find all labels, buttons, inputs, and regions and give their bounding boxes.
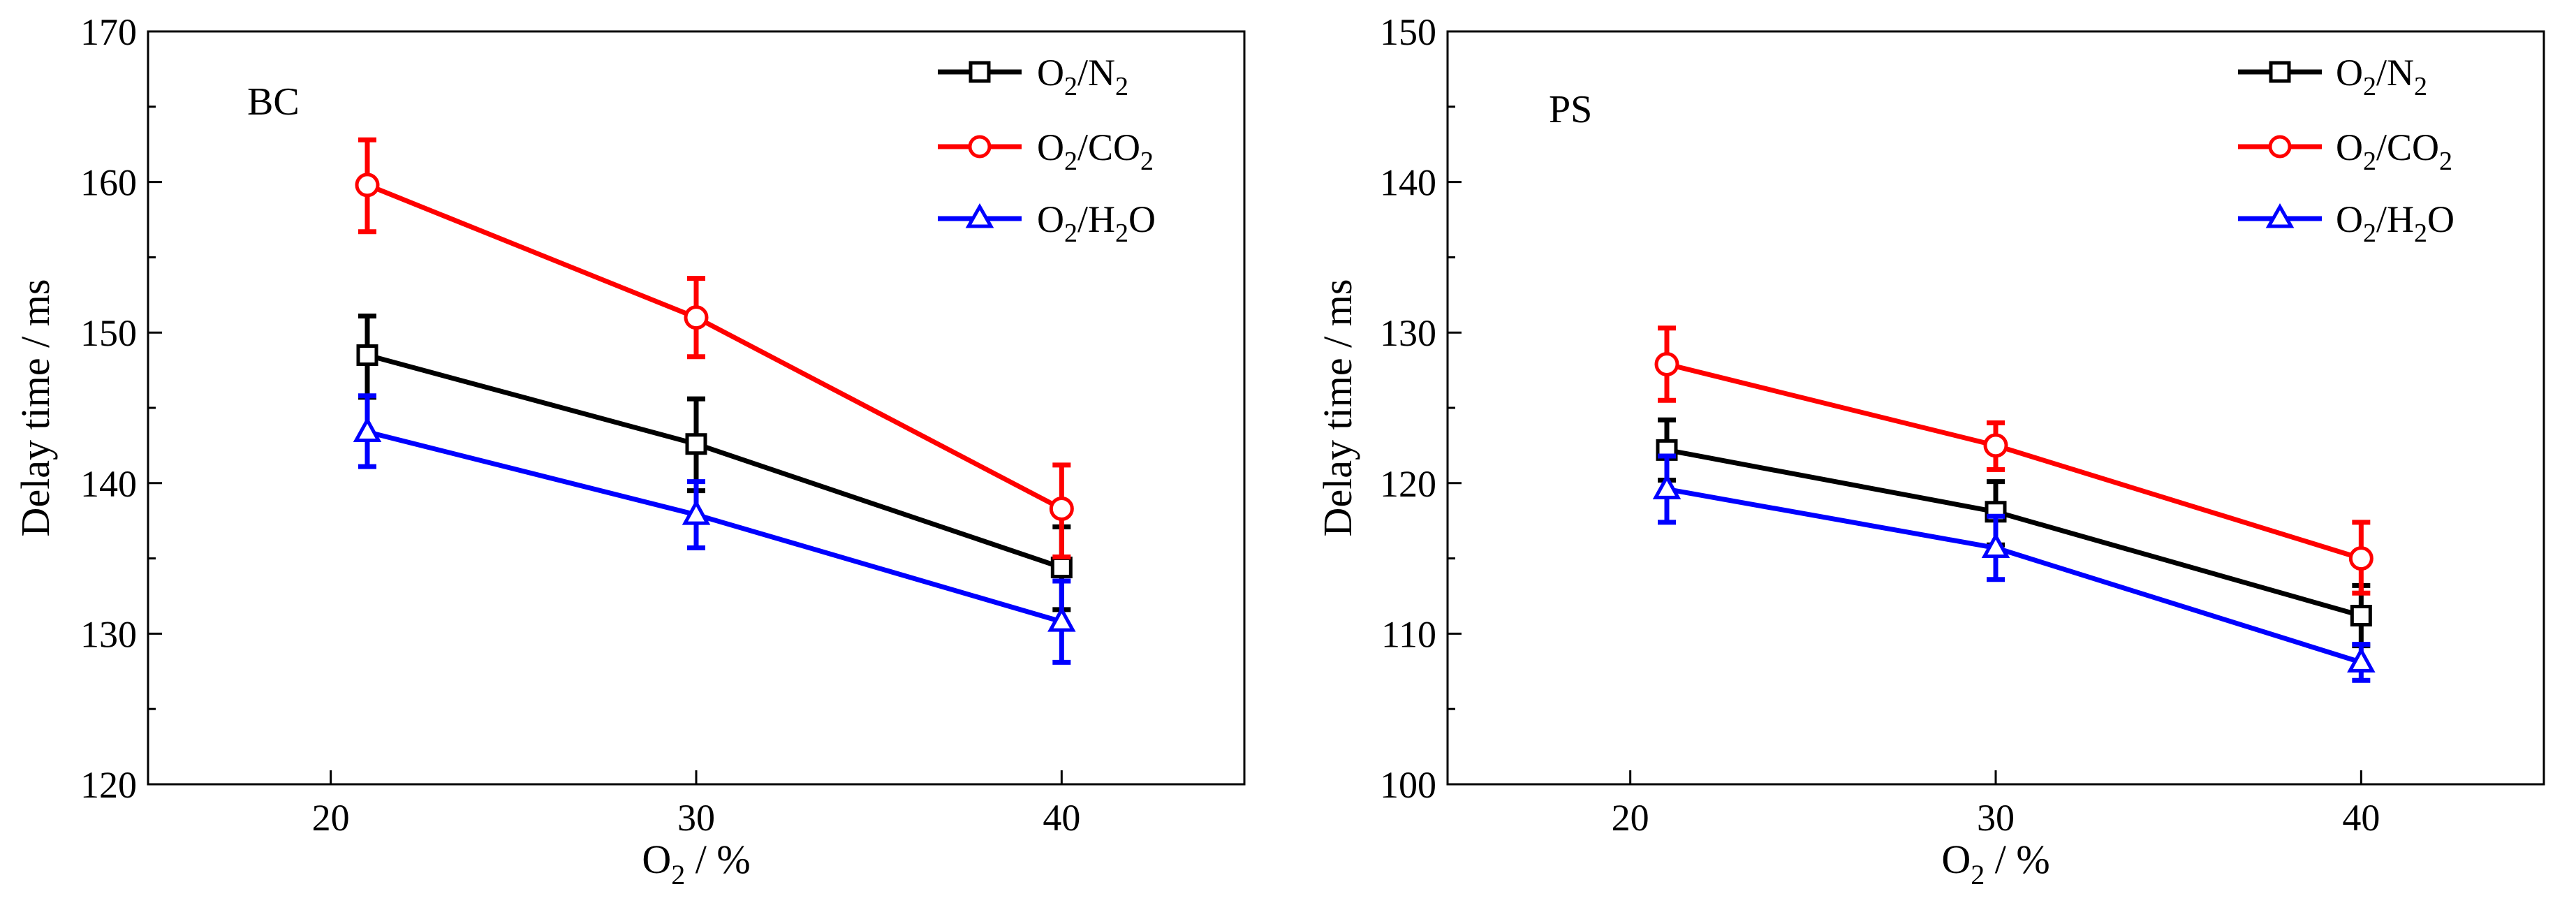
legend-entry-o2-co2: O2/CO2 bbox=[2238, 126, 2452, 176]
series-o2-co2 bbox=[1654, 325, 2373, 596]
data-point-circle bbox=[355, 172, 380, 198]
y-tick-label: 120 bbox=[80, 764, 137, 806]
y-tick-label: 160 bbox=[80, 162, 137, 204]
x-axis-title-sub: 2 bbox=[1971, 859, 1985, 890]
series-o2-co2 bbox=[355, 137, 1074, 559]
data-point-square bbox=[685, 433, 707, 455]
y-tick-label: 150 bbox=[1380, 11, 1436, 53]
y-tick-label: 150 bbox=[80, 312, 137, 354]
y-tick-label: 130 bbox=[80, 613, 137, 655]
data-point-circle bbox=[1654, 351, 1679, 376]
x-tick-label: 20 bbox=[312, 797, 350, 839]
legend-entry-o2-n2: O2/N2 bbox=[2238, 52, 2427, 101]
x-axis-title: O2 / % bbox=[642, 837, 750, 890]
legend-marker-circle bbox=[2268, 135, 2292, 159]
legend-label-o2-co2: O2/CO2 bbox=[2336, 126, 2452, 176]
data-point-circle bbox=[1049, 496, 1074, 521]
series-o2-n2 bbox=[1656, 417, 2372, 649]
legend-entry-o2-co2: O2/CO2 bbox=[938, 126, 1154, 176]
legend-entry-o2-n2: O2/N2 bbox=[938, 52, 1128, 101]
x-axis-title: O2 / % bbox=[1941, 837, 2049, 890]
legend-marker-triangle bbox=[965, 203, 994, 228]
x-axis-title-sub: 2 bbox=[671, 859, 685, 890]
y-tick-label: 140 bbox=[1380, 162, 1436, 204]
x-axis-title-rest: / % bbox=[685, 837, 750, 882]
y-tick-label: 140 bbox=[80, 463, 137, 505]
series-o2-n2 bbox=[356, 313, 1073, 612]
x-axis-title-base: O bbox=[642, 837, 671, 882]
marks-layer: 120 130 140 150 160 170 20 30 40 bbox=[80, 11, 1080, 839]
legend-label-o2-h2o: O2/H2O bbox=[2336, 198, 2454, 248]
legend-label-o2-h2o: O2/H2O bbox=[1037, 198, 1156, 248]
series-o2-h2o bbox=[353, 393, 1076, 665]
series-line-o2-h2o bbox=[367, 430, 1063, 624]
legend-entry-o2-h2o: O2/H2O bbox=[2238, 198, 2454, 248]
x-axis-title-rest: / % bbox=[1985, 837, 2049, 882]
data-point-square bbox=[356, 344, 378, 367]
chart-panel-bc: 120 130 140 150 160 170 20 30 40 BC Delay time /… bbox=[13, 11, 1246, 890]
series-line-o2-n2 bbox=[1666, 447, 2362, 618]
series-o2-h2o bbox=[1652, 453, 2376, 683]
panel-label: PS bbox=[1549, 88, 1592, 131]
legend-marker-circle bbox=[968, 135, 992, 159]
data-point-triangle bbox=[1047, 605, 1076, 632]
y-axis-title: Delay time / ms bbox=[1315, 279, 1360, 537]
data-point-triangle bbox=[1652, 473, 1681, 499]
legend-label-o2-co2: O2/CO2 bbox=[1037, 126, 1154, 176]
x-tick-label: 30 bbox=[677, 797, 715, 839]
y-tick-label: 110 bbox=[1381, 613, 1436, 655]
y-tick-label: 130 bbox=[1380, 312, 1436, 354]
data-point-triangle bbox=[1981, 532, 2010, 559]
data-point-circle bbox=[684, 305, 709, 330]
panel-label: BC bbox=[247, 80, 300, 124]
y-tick-label: 170 bbox=[80, 11, 137, 53]
y-axis-title: Delay time / ms bbox=[13, 279, 58, 537]
series-line-o2-n2 bbox=[367, 353, 1063, 570]
data-point-square bbox=[1050, 557, 1073, 579]
data-point-circle bbox=[2348, 546, 2373, 571]
y-tick-label: 120 bbox=[1380, 463, 1436, 505]
data-point-triangle bbox=[682, 499, 711, 525]
legend-label-o2-n2: O2/N2 bbox=[2336, 52, 2427, 101]
legend-marker-triangle bbox=[2265, 203, 2295, 228]
x-tick-label: 40 bbox=[2342, 797, 2380, 839]
y-tick-label: 100 bbox=[1380, 764, 1436, 806]
data-point-triangle bbox=[2347, 647, 2376, 673]
data-point-square bbox=[2350, 605, 2372, 627]
legend-entry-o2-h2o: O2/H2O bbox=[938, 198, 1156, 248]
x-axis-title-base: O bbox=[1941, 837, 1971, 882]
legend-label-o2-n2: O2/N2 bbox=[1037, 52, 1128, 101]
series-line-o2-co2 bbox=[1666, 362, 2362, 561]
chart-panel-ps: 100 110 120 130 140 150 20 30 40 PS Delay time /… bbox=[1315, 11, 2545, 890]
legend-marker-square bbox=[969, 61, 991, 83]
marks-layer: 100 110 120 130 140 150 20 30 40 bbox=[1380, 11, 2380, 839]
data-point-triangle bbox=[353, 416, 382, 442]
legend: O2/N2 O2/CO2 O2/H2O bbox=[2238, 52, 2454, 248]
legend-marker-square bbox=[2269, 61, 2291, 83]
x-tick-label: 20 bbox=[1612, 797, 1649, 839]
x-tick-label: 40 bbox=[1043, 797, 1080, 839]
x-tick-label: 30 bbox=[1977, 797, 2015, 839]
data-point-circle bbox=[1983, 433, 2008, 458]
legend: O2/N2 O2/CO2 O2/H2O bbox=[938, 52, 1156, 248]
